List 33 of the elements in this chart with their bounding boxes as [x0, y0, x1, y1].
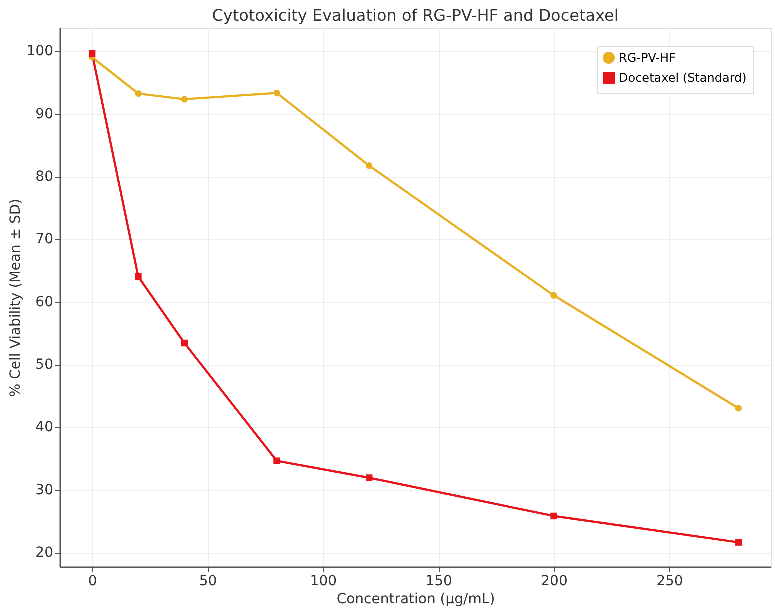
y-tick-label: 90: [36, 106, 54, 122]
point: [366, 162, 373, 170]
x-tick-label: 150: [426, 574, 452, 590]
y-tick-label: 70: [36, 232, 54, 248]
point: [181, 340, 188, 347]
y-tick-label: 30: [36, 482, 54, 498]
point: [181, 96, 188, 103]
point: [274, 90, 280, 97]
y-tick-label: 80: [36, 169, 54, 186]
point: [735, 539, 742, 546]
y-tick-label: 60: [36, 294, 54, 310]
y-tick-label: 20: [36, 545, 54, 562]
legend-label: Docetaxel (Standard): [619, 71, 747, 85]
x-tick-label: 0: [88, 574, 98, 590]
x-tick-label: 250: [656, 574, 684, 590]
legend-label: RG-PV-HF: [619, 51, 676, 65]
point: [135, 90, 142, 98]
x-tick-label: 200: [541, 574, 568, 590]
chart-title: Cytotoxicity Evaluation of RG-PV-HF and Docetaxel: [212, 6, 619, 25]
x-axis-title: Concentration (µg/mL): [336, 592, 496, 608]
x-tick-label: 100: [310, 574, 338, 590]
point: [366, 474, 373, 482]
point: [550, 512, 558, 520]
y-axis-title: % Cell Viability (Mean ± SD): [8, 198, 24, 398]
y-tick-label: 50: [36, 357, 54, 374]
point: [135, 273, 142, 280]
point: [550, 292, 558, 299]
y-tick-label: 100: [26, 44, 54, 60]
point: [735, 405, 742, 412]
point: [274, 458, 280, 464]
point: [88, 50, 96, 58]
x-tick-label: 50: [199, 574, 218, 590]
y-tick-label: 40: [36, 420, 54, 436]
